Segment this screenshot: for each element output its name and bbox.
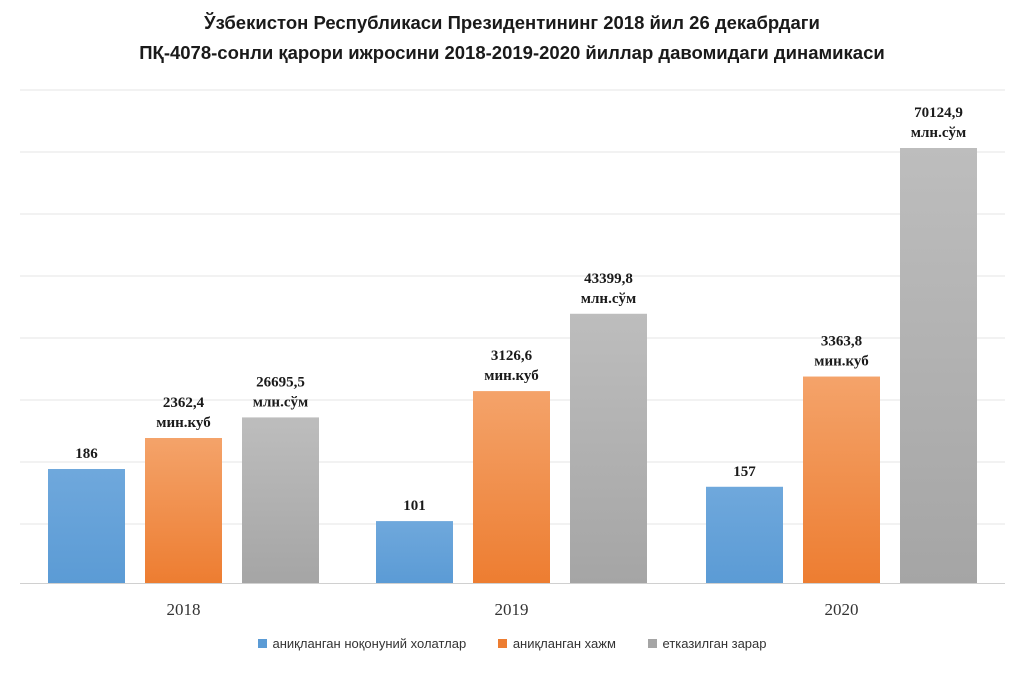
- legend-label-incidents: аниқланган ноқонуний холатлар: [272, 636, 467, 651]
- chart-title-line-1: Ўзбекистон Республикаси Президентининг 2…: [204, 12, 820, 33]
- legend-swatch-gray: [647, 639, 657, 648]
- unit-label-volume-2019: мин.куб: [484, 368, 539, 384]
- data-label-incidents-2018: 186: [75, 446, 98, 462]
- x-tick-label-2019: 2019: [495, 600, 529, 619]
- x-tick-label-2020: 2020: [825, 600, 859, 619]
- x-tick-label-2018: 2018: [167, 600, 201, 619]
- data-label-damage-2018: 26695,5: [256, 374, 305, 390]
- data-label-volume-2018: 2362,4: [163, 395, 205, 411]
- unit-label-volume-2020: мин.куб: [814, 354, 869, 370]
- bar-volume-2020: [803, 376, 880, 583]
- bar-incidents-2020: [706, 486, 783, 583]
- legend-item-volume: аниқланган хажм: [497, 636, 616, 651]
- data-label-incidents-2019: 101: [403, 498, 426, 514]
- legend-label-damage: етказилган зарар: [662, 636, 767, 651]
- bar-damage-2020: [900, 148, 977, 583]
- bar-volume-2018: [145, 438, 222, 583]
- chart-title-line-2: ПҚ-4078-сонли қарори ижросини 2018-2019-…: [139, 42, 885, 63]
- data-label-volume-2019: 3126,6: [491, 348, 533, 364]
- data-label-volume-2020: 3363,8: [821, 334, 862, 350]
- legend-swatch-orange: [497, 639, 507, 648]
- legend-item-incidents: аниқланган ноқонуний холатлар: [257, 636, 467, 651]
- bar-damage-2019: [570, 313, 647, 583]
- unit-label-damage-2019: млн.сўм: [581, 291, 636, 307]
- legend-item-damage: етказилган зарар: [647, 636, 767, 651]
- chart-title: Ўзбекистон Республикаси Президентининг 2…: [0, 8, 1024, 68]
- unit-label-volume-2018: мин.куб: [156, 415, 211, 431]
- unit-label-damage-2020: млн.сўм: [911, 125, 966, 141]
- data-label-incidents-2020: 157: [733, 464, 756, 480]
- unit-label-damage-2018: млн.сўм: [253, 394, 308, 410]
- legend: аниқланган ноқонуний холатлар аниқланган…: [0, 636, 1024, 651]
- legend-label-volume: аниқланган хажм: [512, 636, 616, 651]
- legend-swatch-blue: [257, 639, 267, 648]
- data-label-damage-2020: 70124,9: [914, 105, 963, 121]
- bar-damage-2018: [242, 417, 319, 583]
- bar-volume-2019: [473, 391, 550, 583]
- bar-incidents-2018: [48, 469, 125, 583]
- bar-incidents-2019: [376, 521, 453, 583]
- data-label-damage-2019: 43399,8: [584, 271, 633, 287]
